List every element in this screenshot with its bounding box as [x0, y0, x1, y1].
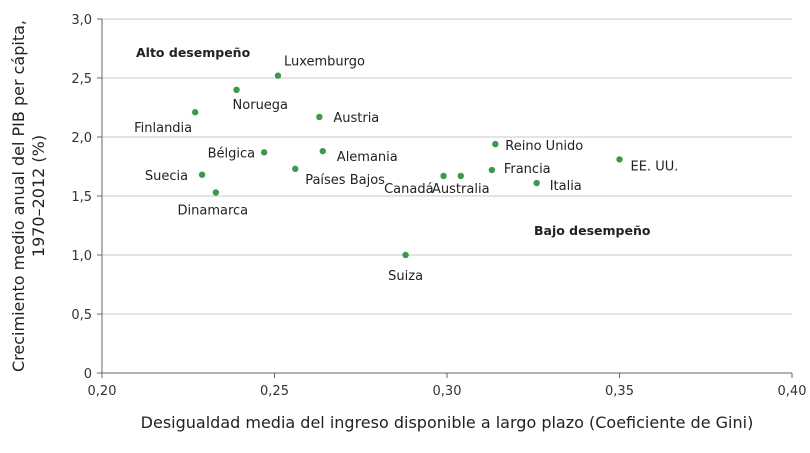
- data-point: [292, 165, 299, 173]
- point-label: Bélgica: [208, 146, 256, 161]
- gridlines: [102, 18, 792, 315]
- data-point: [274, 72, 282, 79]
- y-axis-label-line2: 1970–2012 (%): [29, 135, 48, 257]
- point-label: Países Bajos: [305, 173, 385, 188]
- data-point: [198, 171, 206, 178]
- data-points: Luxemburgo Noruega Finlandia Austria Bélgica…: [134, 55, 678, 284]
- data-point: [488, 166, 496, 174]
- point-label: Noruega: [233, 98, 288, 113]
- data-point: [212, 189, 220, 196]
- axes: 0 0,5 1,0 1,5 2,0 2,5 3,0 0,20 0,25 0,30 0,35 0,40: [71, 13, 806, 399]
- annotation-low-performance: Bajo desempeño: [534, 223, 651, 238]
- point-label: EE. UU.: [631, 159, 679, 174]
- point-label: Reino Unido: [505, 139, 583, 154]
- y-tick-label: 0: [84, 367, 92, 382]
- data-point: [492, 140, 499, 148]
- data-point: [533, 179, 540, 187]
- data-point: [191, 109, 199, 116]
- y-tick-label: 3,0: [71, 13, 92, 28]
- x-tick-label: 0,25: [260, 384, 289, 399]
- data-point: [402, 251, 409, 259]
- y-tick-label: 2,0: [71, 131, 92, 146]
- point-label: Canadá: [384, 182, 433, 197]
- data-point: [260, 149, 268, 156]
- data-point: [440, 172, 447, 180]
- y-tick-label: 1,0: [71, 249, 92, 264]
- point-label: Dinamarca: [178, 203, 249, 218]
- point-label: Luxemburgo: [284, 55, 365, 70]
- data-point: [316, 113, 323, 121]
- y-tick-label: 2,5: [71, 72, 92, 87]
- data-point: [616, 156, 623, 163]
- data-point: [457, 172, 464, 180]
- point-label: Alemania: [337, 150, 398, 165]
- x-tick-label: 0,40: [778, 384, 807, 399]
- point-label: Finlandia: [134, 121, 192, 136]
- x-axis-label: Desigualdad media del ingreso disponible…: [141, 413, 754, 432]
- point-label: Italia: [550, 179, 582, 194]
- x-tick-label: 0,35: [605, 384, 634, 399]
- point-label: Suecia: [145, 169, 188, 184]
- point-label: Francia: [504, 162, 551, 177]
- data-point: [233, 86, 240, 94]
- data-point: [319, 147, 326, 155]
- y-tick-label: 1,5: [71, 190, 92, 205]
- point-label: Australia: [432, 182, 490, 197]
- y-tick-label: 0,5: [71, 308, 92, 323]
- y-axis-label-line1: Crecimiento medio anual del PIB per cápi…: [9, 20, 28, 372]
- point-label: Suiza: [388, 269, 423, 284]
- annotation-high-performance: Alto desempeño: [136, 45, 251, 60]
- point-label: Austria: [333, 111, 379, 126]
- x-tick-label: 0,30: [433, 384, 462, 399]
- x-tick-label: 0,20: [88, 384, 117, 399]
